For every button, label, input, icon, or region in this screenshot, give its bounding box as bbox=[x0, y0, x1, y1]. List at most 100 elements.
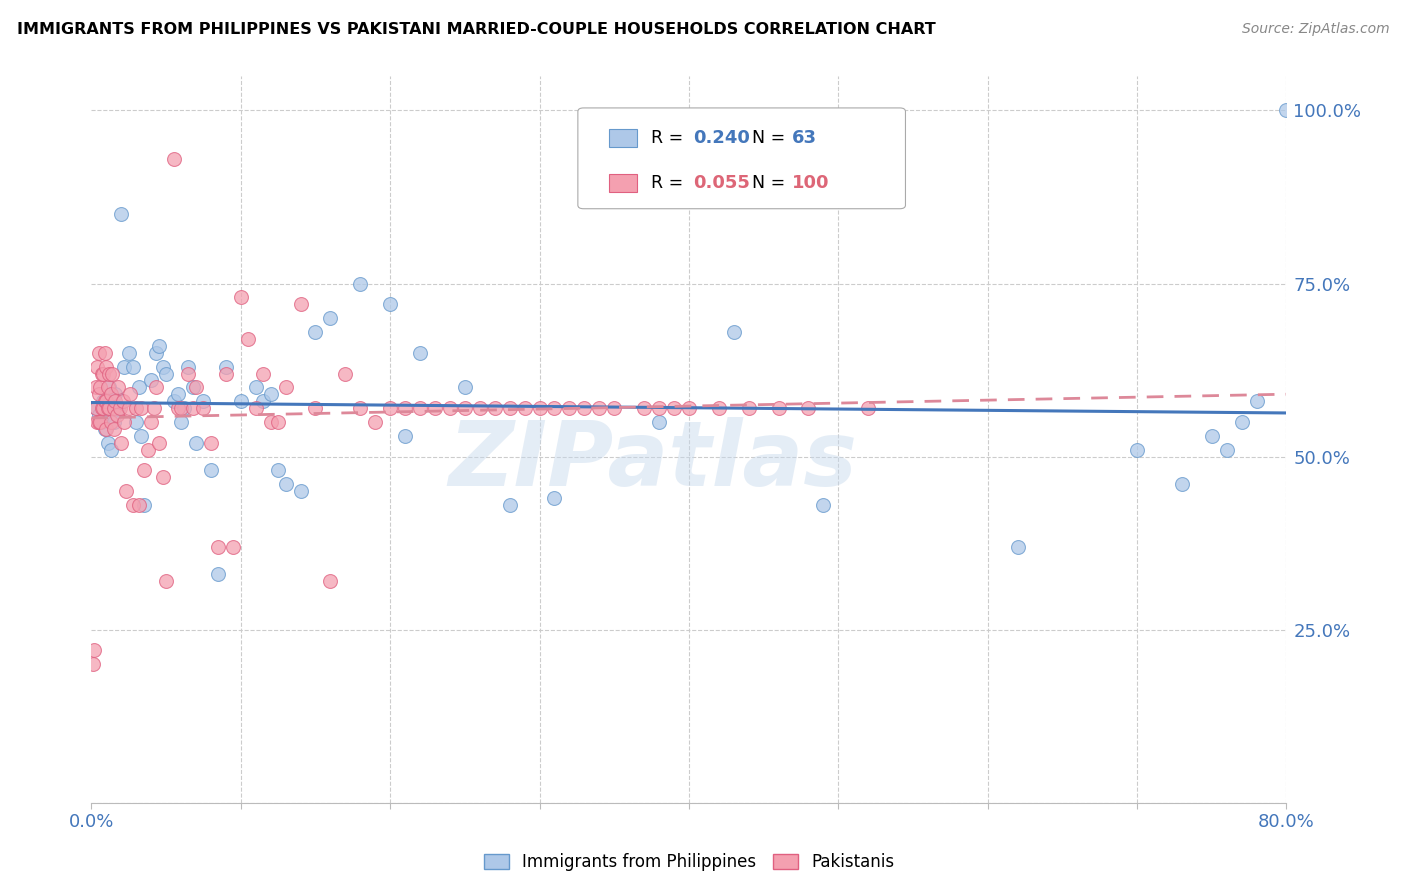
Text: R =: R = bbox=[651, 174, 689, 192]
Point bbox=[94, 422, 117, 436]
Point bbox=[229, 394, 252, 409]
Point bbox=[155, 367, 177, 381]
Point bbox=[128, 380, 150, 394]
Point bbox=[1216, 442, 1239, 457]
Point bbox=[423, 401, 446, 416]
Point bbox=[96, 408, 118, 422]
Point bbox=[97, 380, 120, 394]
Point bbox=[222, 540, 245, 554]
Point bbox=[152, 359, 174, 374]
Point bbox=[380, 297, 402, 311]
Point bbox=[245, 401, 267, 416]
Text: N =: N = bbox=[752, 174, 792, 192]
Point bbox=[304, 401, 326, 416]
Point bbox=[678, 401, 700, 416]
Text: R =: R = bbox=[651, 129, 689, 147]
Point bbox=[107, 380, 129, 394]
Point bbox=[87, 345, 110, 359]
Point bbox=[125, 415, 148, 429]
Point bbox=[104, 394, 127, 409]
Point bbox=[215, 367, 238, 381]
Point bbox=[454, 401, 477, 416]
Text: N =: N = bbox=[752, 129, 792, 147]
Point bbox=[100, 387, 122, 401]
Point bbox=[181, 380, 204, 394]
Point bbox=[1007, 540, 1029, 554]
Point bbox=[274, 477, 297, 491]
Point bbox=[207, 540, 229, 554]
Point bbox=[162, 152, 184, 166]
Point bbox=[238, 332, 260, 346]
Point bbox=[84, 401, 107, 416]
Point bbox=[93, 394, 115, 409]
Point bbox=[98, 367, 121, 381]
Point bbox=[439, 401, 461, 416]
Point bbox=[89, 380, 111, 394]
Point bbox=[380, 401, 402, 416]
Point bbox=[858, 401, 880, 416]
Point bbox=[118, 401, 141, 416]
Point bbox=[543, 491, 565, 505]
Point bbox=[468, 401, 491, 416]
Point bbox=[267, 415, 290, 429]
Point bbox=[394, 401, 416, 416]
Point bbox=[94, 394, 117, 409]
Point bbox=[1230, 415, 1253, 429]
Point bbox=[349, 401, 371, 416]
Point bbox=[143, 401, 166, 416]
Point bbox=[98, 401, 121, 416]
Point bbox=[319, 574, 342, 589]
Text: IMMIGRANTS FROM PHILIPPINES VS PAKISTANI MARRIED-COUPLE HOUSEHOLDS CORRELATION C: IMMIGRANTS FROM PHILIPPINES VS PAKISTANI… bbox=[17, 22, 935, 37]
Point bbox=[97, 401, 120, 416]
Point bbox=[252, 367, 274, 381]
Point bbox=[177, 367, 200, 381]
Point bbox=[170, 401, 193, 416]
Point bbox=[215, 359, 238, 374]
Point bbox=[245, 380, 267, 394]
Text: Source: ZipAtlas.com: Source: ZipAtlas.com bbox=[1241, 22, 1389, 37]
Point bbox=[409, 401, 432, 416]
Point bbox=[112, 415, 135, 429]
Point bbox=[90, 401, 112, 416]
Point bbox=[177, 359, 200, 374]
Point bbox=[349, 277, 371, 291]
Point bbox=[648, 415, 671, 429]
Point bbox=[252, 394, 274, 409]
Text: 63: 63 bbox=[792, 129, 817, 147]
Point bbox=[141, 374, 163, 388]
Point bbox=[98, 380, 121, 394]
Text: 0.240: 0.240 bbox=[693, 129, 749, 147]
Point bbox=[267, 463, 290, 477]
Point bbox=[1201, 429, 1223, 443]
Point bbox=[364, 415, 387, 429]
Point bbox=[513, 401, 536, 416]
Point bbox=[120, 387, 142, 401]
Point bbox=[90, 415, 112, 429]
Point bbox=[84, 380, 107, 394]
Point bbox=[96, 394, 118, 409]
Point bbox=[737, 401, 759, 416]
Point bbox=[83, 643, 105, 657]
Point bbox=[259, 387, 281, 401]
Point bbox=[1171, 477, 1194, 491]
Point bbox=[707, 401, 730, 416]
Point bbox=[118, 345, 141, 359]
Point bbox=[193, 394, 215, 409]
Point bbox=[125, 401, 148, 416]
Point bbox=[105, 408, 128, 422]
Text: 100: 100 bbox=[792, 174, 830, 192]
Point bbox=[148, 339, 170, 353]
Point bbox=[104, 387, 127, 401]
Point bbox=[132, 463, 155, 477]
Point bbox=[633, 401, 655, 416]
Point bbox=[454, 380, 477, 394]
Point bbox=[184, 435, 207, 450]
Point bbox=[129, 429, 152, 443]
Point bbox=[200, 463, 222, 477]
Point bbox=[94, 345, 117, 359]
Point bbox=[107, 401, 129, 416]
Point bbox=[101, 367, 124, 381]
Point bbox=[129, 401, 152, 416]
Point bbox=[89, 415, 111, 429]
Point bbox=[103, 401, 125, 416]
